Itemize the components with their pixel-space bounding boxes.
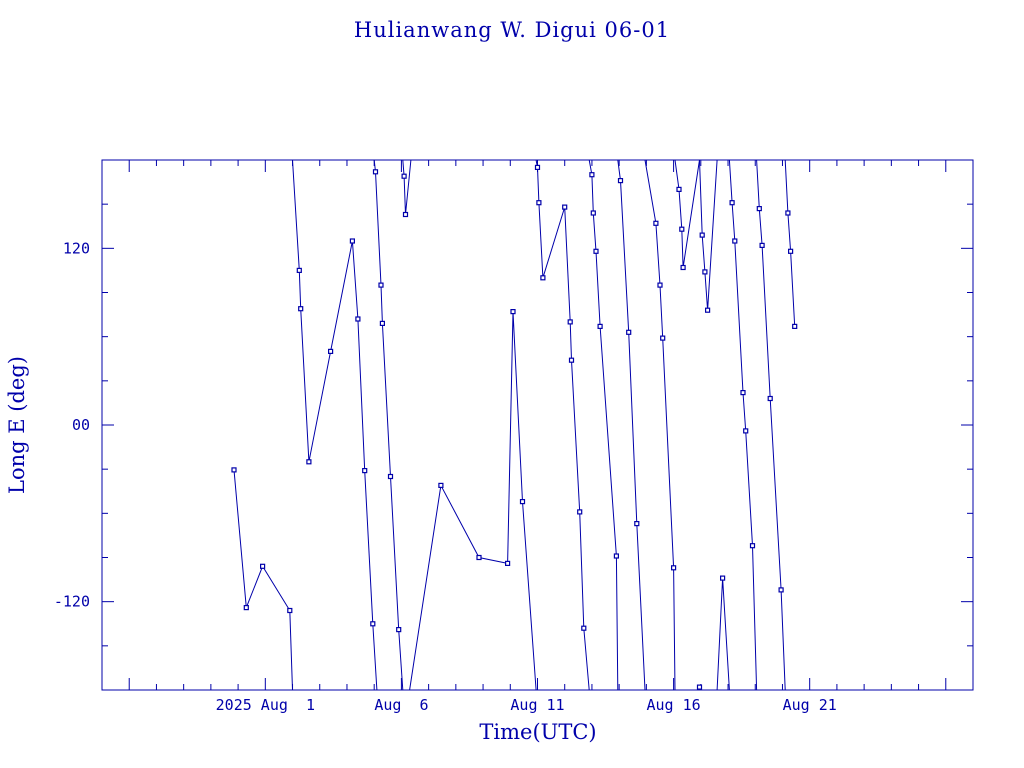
track-segment	[373, 159, 404, 691]
data-point	[792, 323, 798, 329]
data-point	[597, 323, 603, 329]
x-tick-label: Aug 11	[510, 696, 564, 714]
track-segment	[588, 159, 619, 691]
axis-tick-labels: 2025 Aug 1 Aug 6 Aug 11 Aug 16 Aug 21 120 00 -1…	[54, 239, 837, 714]
track-segment	[402, 159, 412, 215]
chart-title: Hulianwang W. Digui 06-01	[354, 18, 670, 42]
data-point	[657, 282, 663, 288]
data-point	[243, 604, 249, 611]
data-point	[749, 543, 756, 549]
series-markers	[231, 164, 798, 690]
data-point	[287, 607, 293, 614]
y-axis-label: Long E (deg)	[5, 356, 29, 494]
data-point	[785, 210, 791, 216]
data-point	[534, 164, 541, 170]
data-point	[593, 248, 599, 254]
data-point	[231, 467, 237, 473]
data-point	[370, 621, 376, 627]
data-point	[660, 335, 666, 341]
data-point	[679, 226, 685, 232]
data-point	[349, 238, 355, 244]
data-point	[590, 210, 596, 216]
data-point	[260, 563, 266, 569]
data-point	[743, 428, 749, 434]
data-point	[626, 329, 632, 335]
data-point	[379, 320, 385, 326]
data-point	[759, 242, 765, 248]
data-point	[653, 220, 659, 226]
data-point	[355, 316, 361, 322]
data-point	[729, 200, 735, 206]
data-point	[402, 211, 409, 218]
track-segment	[716, 578, 730, 691]
data-point	[702, 269, 708, 275]
data-point	[719, 575, 726, 581]
data-point	[577, 509, 583, 515]
axis-ticks	[102, 160, 973, 690]
y-tick-label: -120	[54, 593, 90, 611]
data-point	[767, 395, 773, 402]
x-tick-label: Aug 16	[647, 696, 701, 714]
data-point	[306, 459, 312, 465]
data-point	[438, 482, 444, 488]
track-segment	[535, 159, 590, 691]
data-point	[676, 186, 682, 192]
data-point	[680, 264, 686, 271]
track-segment	[233, 469, 293, 691]
data-point	[298, 306, 304, 312]
data-point	[396, 626, 402, 633]
data-point	[568, 357, 575, 363]
x-tick-label: Aug 21	[783, 696, 837, 714]
data-point	[387, 473, 394, 480]
data-point	[756, 206, 762, 212]
data-point	[505, 560, 511, 567]
data-point	[778, 587, 784, 593]
data-point	[732, 238, 738, 244]
x-axis-label: Time(UTC)	[479, 720, 596, 744]
x-tick-label: Aug 6	[374, 696, 428, 714]
data-point	[699, 232, 705, 238]
data-point	[378, 282, 384, 288]
data-point	[519, 499, 526, 505]
data-point	[589, 172, 595, 178]
data-point	[634, 520, 640, 527]
data-point	[562, 204, 568, 210]
data-point	[581, 625, 587, 631]
track-segment	[756, 159, 786, 691]
data-point	[617, 178, 624, 184]
track-segment	[674, 159, 700, 268]
data-point	[296, 267, 302, 273]
y-tick-label: 00	[72, 416, 90, 434]
data-point	[362, 468, 368, 474]
track-segment	[292, 159, 378, 691]
data-point	[670, 565, 677, 571]
data-point	[372, 169, 379, 175]
y-tick-label: 120	[63, 239, 90, 257]
track-segment	[784, 159, 796, 327]
data-point	[401, 173, 407, 179]
data-point	[540, 275, 546, 281]
x-tick-label: 2025 Aug 1	[216, 696, 315, 714]
data-point	[510, 309, 516, 315]
track-segment	[644, 159, 676, 691]
data-point	[613, 553, 620, 559]
data-point	[787, 248, 794, 254]
data-point	[696, 684, 703, 690]
track-segment	[617, 159, 646, 691]
data-point	[704, 307, 711, 313]
data-point	[476, 554, 482, 561]
series-track	[233, 159, 796, 691]
plot-frame	[101, 159, 974, 691]
data-point	[567, 319, 573, 325]
data-point	[328, 348, 334, 354]
track-segment	[409, 311, 537, 691]
data-point	[740, 390, 746, 396]
data-point	[536, 200, 542, 206]
